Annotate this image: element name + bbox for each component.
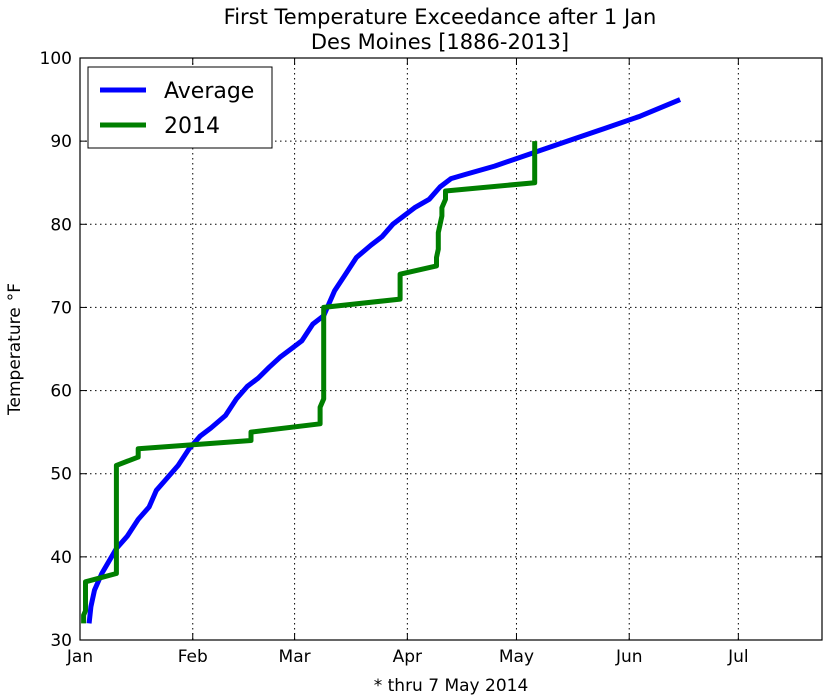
x-tick-label: Jan [66,647,93,667]
y-tick-label: 40 [50,548,72,568]
y-tick-label: 80 [50,215,72,235]
y-tick-label: 70 [50,298,72,318]
x-tick-label: Feb [178,647,208,667]
x-tick-label: Apr [393,647,422,667]
series-line-2014 [81,141,538,624]
x-tick-label: Jul [727,647,749,667]
legend-label-2014: 2014 [164,114,220,139]
y-tick-label: 60 [50,382,72,402]
y-tick-label: 100 [40,49,72,69]
ticks: 30 40 50 60 70 80 90 100 Jan Feb Mar Apr May Jun Jul [40,49,822,667]
legend-label-average: Average [164,79,254,104]
chart-footnote: * thru 7 May 2014 [374,676,529,696]
grid [80,58,822,640]
legend: Average 2014 [87,66,273,149]
series-line-average [86,97,682,624]
x-tick-label: May [499,647,534,667]
y-tick-label: 30 [50,631,72,651]
plot-area-frame [79,57,823,641]
chart-title-line-2: Des Moines [1886-2013] [311,30,569,54]
y-tick-label: 50 [50,465,72,485]
x-tick-label: Mar [279,647,311,667]
chart-title-line-1: First Temperature Exceedance after 1 Jan [224,5,657,29]
legend-box [87,66,273,149]
y-axis-label: Temperature°F [5,283,25,416]
x-tick-label: Jun [615,647,643,667]
y-tick-label: 90 [50,132,72,152]
series-layer [81,97,682,624]
